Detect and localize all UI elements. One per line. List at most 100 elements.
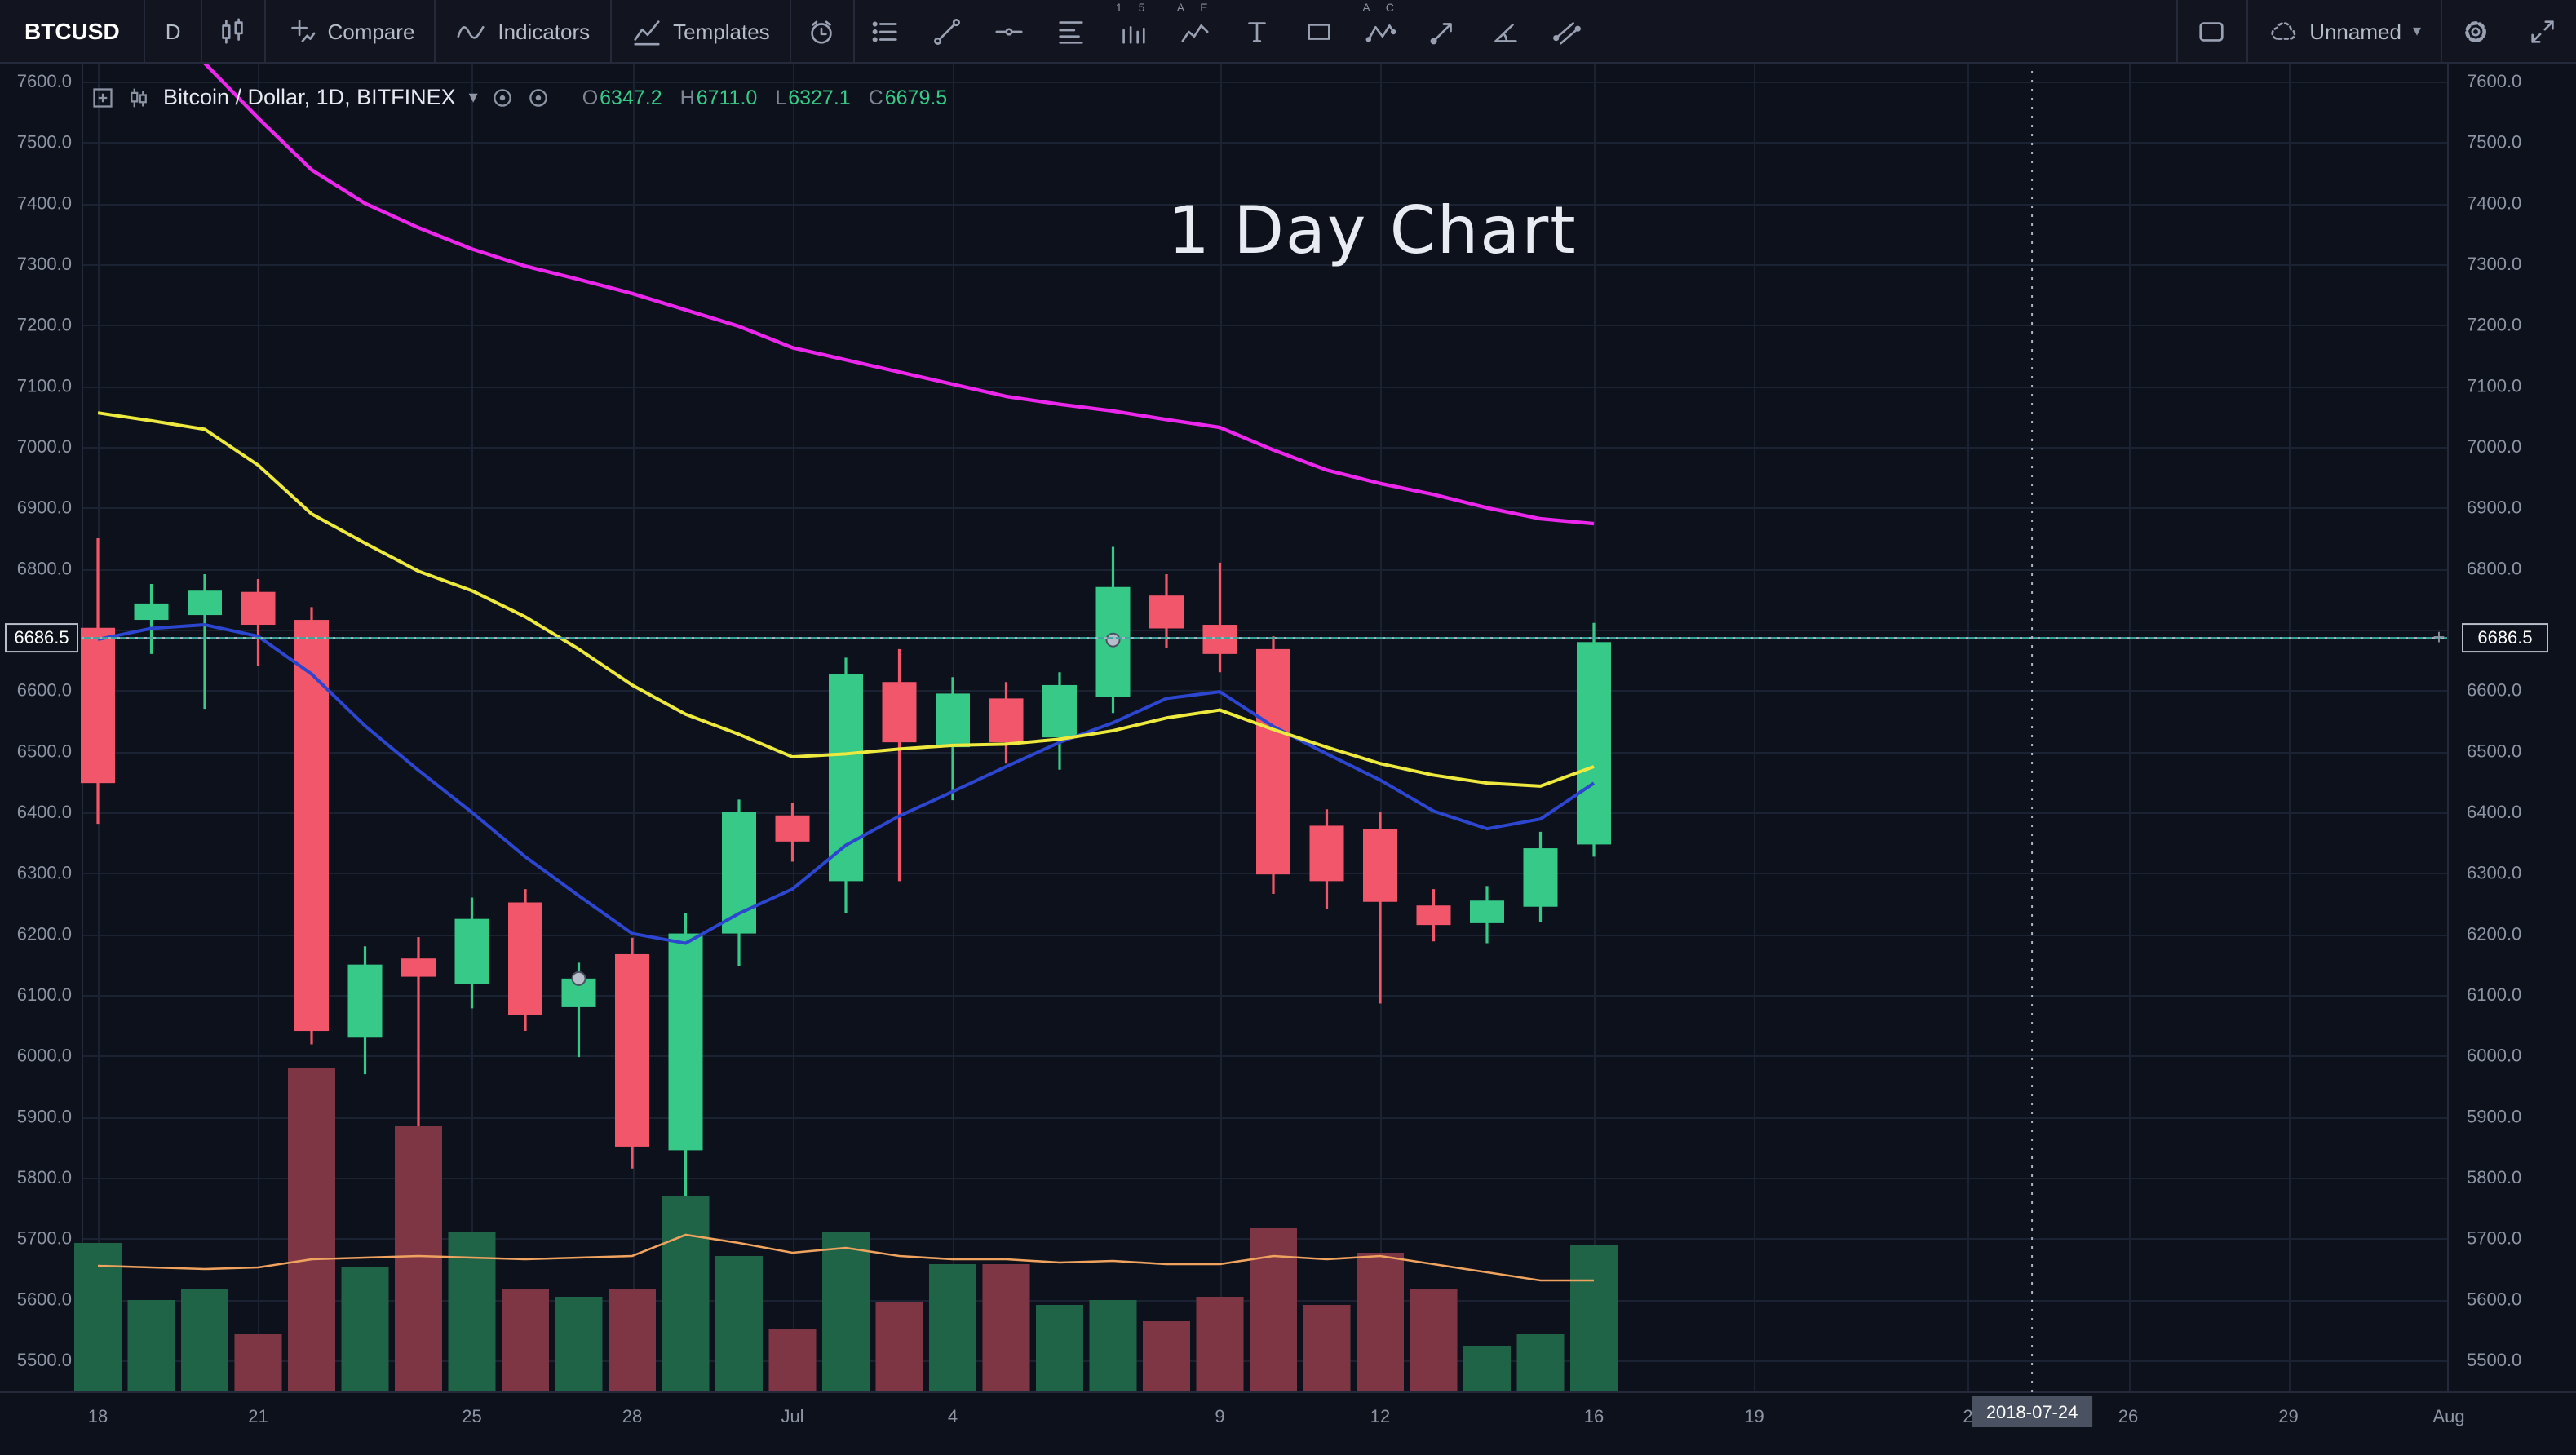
volume-bar <box>502 1289 549 1391</box>
chart-style-button[interactable] <box>201 0 263 62</box>
drawing-anchor-dot[interactable] <box>1105 632 1121 648</box>
svg-text:5800.0: 5800.0 <box>17 1167 72 1187</box>
svg-text:6200.0: 6200.0 <box>17 923 72 944</box>
svg-text:7200.0: 7200.0 <box>17 315 72 335</box>
svg-text:5700.0: 5700.0 <box>17 1228 72 1249</box>
fullscreen-icon <box>2530 20 2553 42</box>
svg-text:6800.0: 6800.0 <box>2467 558 2521 578</box>
ohlc-low: L 6327.1 <box>775 86 851 108</box>
tool-trend-line[interactable] <box>917 0 979 62</box>
legend-symbol-title[interactable]: Bitcoin / Dollar, 1D, BITFINEX <box>163 85 456 109</box>
candle <box>668 913 703 1196</box>
svg-text:7600.0: 7600.0 <box>17 71 72 91</box>
tool-bars-pattern[interactable]: 1 5 <box>1103 0 1165 62</box>
svg-text:6600.0: 6600.0 <box>17 680 72 701</box>
tool-regression[interactable] <box>1537 0 1599 62</box>
settings-button[interactable] <box>2442 0 2507 62</box>
crosshair-date-badge <box>1972 1396 2093 1427</box>
svg-text:28: 28 <box>622 1406 642 1426</box>
tool-pattern-xabcd[interactable]: A C <box>1351 0 1413 62</box>
candle <box>1042 672 1077 770</box>
ma-line-magenta <box>200 62 1595 526</box>
snapshot-button[interactable] <box>2177 0 2246 62</box>
tool-trend-angle[interactable] <box>1475 0 1537 62</box>
candlestick-chart[interactable]: 7600.0 7600.0 7500.0 7500.0 7400.0 7400.0 7300… <box>0 62 2576 1455</box>
rectangle-icon <box>1308 23 1331 39</box>
candle <box>829 657 863 913</box>
tool-fib-retracement[interactable] <box>1041 0 1103 62</box>
candle <box>1149 574 1184 648</box>
chart-annotation-text[interactable]: 1 Day Chart <box>1168 194 1578 269</box>
bars-pattern-badge: 1 5 <box>1115 3 1152 15</box>
volume-bar <box>1357 1253 1404 1391</box>
time-axis[interactable] <box>0 1391 2576 1455</box>
drawing-anchor-dot[interactable] <box>571 971 586 986</box>
svg-text:6500.0: 6500.0 <box>2467 741 2521 761</box>
price-badge-left <box>5 623 78 653</box>
volume-bar <box>1463 1346 1511 1391</box>
candle <box>1416 889 1451 942</box>
xabcd-pattern-icon <box>1366 24 1397 42</box>
svg-text:7000.0: 7000.0 <box>17 436 72 457</box>
candle <box>1202 562 1237 673</box>
indicators-button[interactable]: Indicators <box>436 0 609 62</box>
chevron-down-icon[interactable]: ▾ <box>468 88 478 108</box>
interval-button[interactable]: D <box>146 0 201 62</box>
volume-bar <box>1196 1297 1244 1391</box>
toolbar-divider <box>609 0 612 62</box>
gear-icon <box>2464 20 2485 42</box>
templates-button[interactable]: Templates <box>611 0 790 62</box>
indicators-icon <box>457 24 485 38</box>
tool-horizontal-line[interactable] <box>979 0 1041 62</box>
svg-text:7600.0: 7600.0 <box>2467 71 2521 91</box>
svg-text:29: 29 <box>2278 1406 2298 1426</box>
tool-elliott-wave[interactable]: A E <box>1165 0 1227 62</box>
svg-text:19: 19 <box>1744 1406 1764 1426</box>
toolbar-divider <box>2441 0 2442 62</box>
tool-shapes[interactable] <box>1289 0 1351 62</box>
svg-text:6400.0: 6400.0 <box>2467 802 2521 822</box>
svg-text:6000.0: 6000.0 <box>17 1046 72 1066</box>
fullscreen-button[interactable] <box>2507 0 2576 62</box>
svg-text:5900.0: 5900.0 <box>17 1106 72 1126</box>
layout-name-label: Unnamed <box>2309 19 2401 43</box>
candle <box>775 803 810 862</box>
indicators-label: Indicators <box>498 19 591 43</box>
grid-plus-icon[interactable] <box>91 86 114 108</box>
templates-icon <box>633 20 659 45</box>
svg-text:6900.0: 6900.0 <box>17 498 72 518</box>
volume-bar <box>1410 1289 1458 1391</box>
alert-button[interactable] <box>791 0 853 62</box>
svg-text:6500.0: 6500.0 <box>17 741 72 761</box>
svg-text:6900.0: 6900.0 <box>2467 498 2521 518</box>
compare-button[interactable]: Compare <box>265 0 434 62</box>
svg-text:5700.0: 5700.0 <box>2467 1228 2521 1249</box>
svg-text:5800.0: 5800.0 <box>2467 1167 2521 1187</box>
svg-text:7400.0: 7400.0 <box>2467 192 2521 213</box>
svg-text:5600.0: 5600.0 <box>2467 1289 2521 1309</box>
fib-lines-icon <box>1060 20 1084 43</box>
candle <box>1256 636 1290 895</box>
tool-text[interactable] <box>1227 0 1289 62</box>
symbol-button[interactable]: BTCUSD <box>24 18 120 44</box>
candle <box>134 583 169 654</box>
legend-action-icon-2[interactable] <box>527 86 550 108</box>
volume-bar <box>288 1068 335 1391</box>
price-line-plus-button[interactable]: + <box>2432 625 2445 649</box>
compare-label: Compare <box>327 19 415 43</box>
legend-action-icon-1[interactable] <box>491 86 514 108</box>
svg-text:26: 26 <box>2118 1406 2138 1426</box>
candle <box>454 897 489 1009</box>
tool-prediction[interactable] <box>1413 0 1475 62</box>
svg-text:6000.0: 6000.0 <box>2467 1046 2521 1066</box>
volume-bar <box>1303 1305 1351 1391</box>
volume-bar <box>341 1267 389 1391</box>
right-price-axis[interactable] <box>2447 62 2576 1391</box>
series-style-icon[interactable] <box>127 86 150 108</box>
tool-lines-list[interactable] <box>855 0 917 62</box>
svg-text:5500.0: 5500.0 <box>17 1350 72 1370</box>
left-price-axis[interactable] <box>0 62 82 1391</box>
layout-button[interactable]: Unnamed ▾ <box>2247 0 2441 62</box>
candle <box>81 537 115 825</box>
